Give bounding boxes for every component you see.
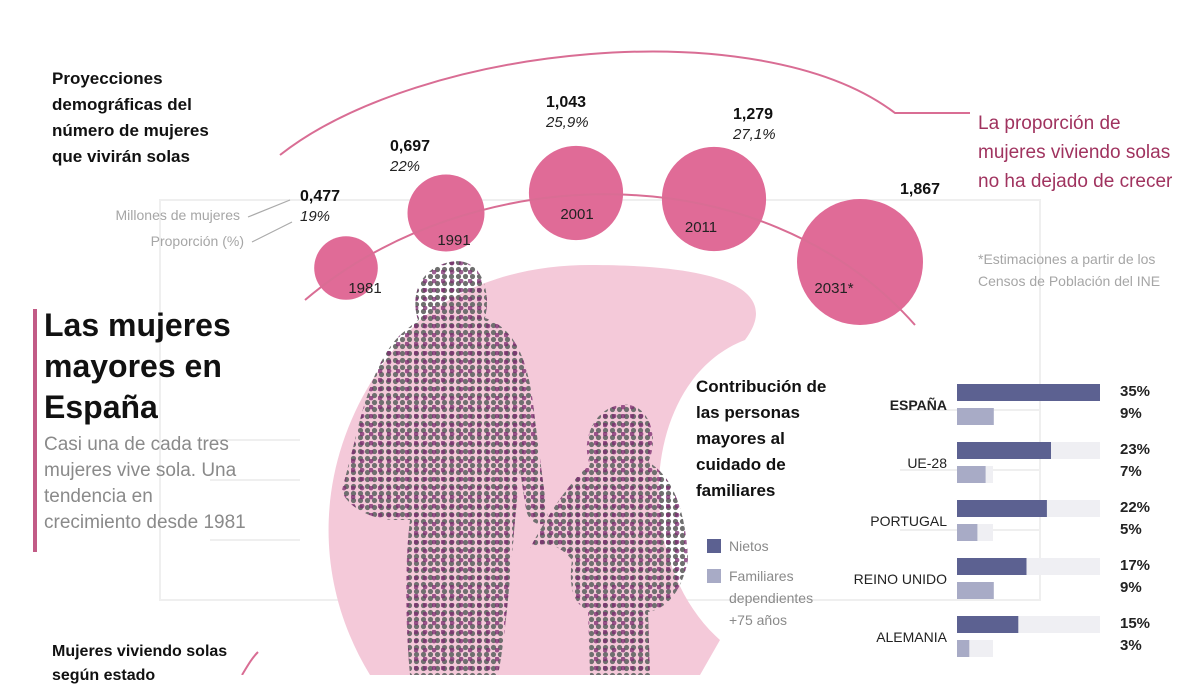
title-accent-bar (33, 309, 37, 552)
pct-label-nietos: 22% (1120, 499, 1151, 516)
value-label: 0,477 (300, 188, 341, 205)
bubble-2001 (528, 145, 624, 241)
pct-label-nietos: 35% (1120, 383, 1151, 400)
bar-familiares (957, 408, 994, 425)
inner-arc (304, 193, 916, 326)
child-silhouette (530, 404, 688, 675)
year-label: 2011 (684, 219, 718, 236)
legend-label-proportion: Proporción (%) (150, 233, 244, 249)
bottom-section-title: Mujeres viviendo solas según estado (52, 643, 228, 684)
bar-nietos (957, 384, 1100, 401)
value-label: 0,697 (390, 138, 431, 155)
projection-title: Proyecciones demográficas del número de … (52, 69, 209, 166)
pct-label-familiares: 7% (1120, 463, 1142, 480)
pct-label-familiares: 3% (1120, 637, 1142, 654)
bar-nietos (957, 500, 1047, 517)
bubble-2011 (661, 146, 767, 252)
bubble-2031 (797, 199, 923, 325)
bubble-series (314, 145, 923, 325)
proportion-label: 27,1% (733, 126, 776, 143)
contribution-title: Contribución de las personas mayores al … (696, 377, 827, 500)
legend-swatch-familiares (707, 569, 721, 583)
country-label: REINO UNIDO (853, 571, 947, 587)
country-label: PORTUGAL (870, 513, 947, 529)
proportion-label: 19% (300, 208, 331, 225)
year-label: 1981 (348, 280, 382, 297)
bar-nietos (957, 558, 1027, 575)
legend-label-nietos: Nietos (729, 538, 769, 554)
legend-swatch-nietos (707, 539, 721, 553)
country-label: ALEMANIA (876, 629, 947, 645)
country-label: UE-28 (907, 455, 947, 471)
bar-familiares (957, 582, 994, 599)
bar-series (957, 384, 1100, 657)
legend-label-millions: Millones de mujeres (115, 207, 241, 223)
value-label: 1,279 (733, 106, 774, 123)
bar-nietos (957, 442, 1051, 459)
footnote: *Estimaciones a partir de los Censos de … (978, 251, 1161, 289)
page-title: Las mujeres mayores en España (44, 307, 231, 425)
proportion-label: 22% (390, 158, 421, 175)
bar-familiares (957, 524, 978, 541)
value-label: 1,867 (900, 181, 941, 198)
page-subtitle: Casi una de cada tres mujeres vive sola.… (44, 434, 246, 533)
bubble-1981 (314, 236, 378, 300)
bubble-1991 (407, 174, 485, 252)
pct-label-familiares: 9% (1120, 405, 1142, 422)
bottom-arc (241, 651, 259, 675)
pct-label-familiares: 5% (1120, 521, 1142, 538)
legend-label-familiares: Familiares dependientes +75 años (729, 568, 814, 628)
pct-label-nietos: 15% (1120, 615, 1151, 632)
year-label: 2031* (814, 280, 854, 297)
year-label: 1991 (437, 232, 471, 249)
outer-arc (279, 50, 970, 156)
year-label: 2001 (560, 206, 594, 223)
proportion-label: 25,9% (546, 114, 589, 131)
pct-label-familiares: 9% (1120, 579, 1142, 596)
grandmother-silhouette (342, 261, 548, 675)
legend-leader-proportion (251, 221, 293, 243)
bar-familiares (957, 466, 986, 483)
value-label: 1,043 (546, 94, 587, 111)
legend-leader-millions (247, 199, 291, 218)
bar-familiares (957, 640, 970, 657)
bar-nietos (957, 616, 1019, 633)
country-label: ESPAÑA (889, 397, 947, 413)
pct-label-nietos: 17% (1120, 557, 1151, 574)
pct-label-nietos: 23% (1120, 441, 1151, 458)
trend-note: La proporción de mujeres viviendo solas … (978, 113, 1173, 192)
